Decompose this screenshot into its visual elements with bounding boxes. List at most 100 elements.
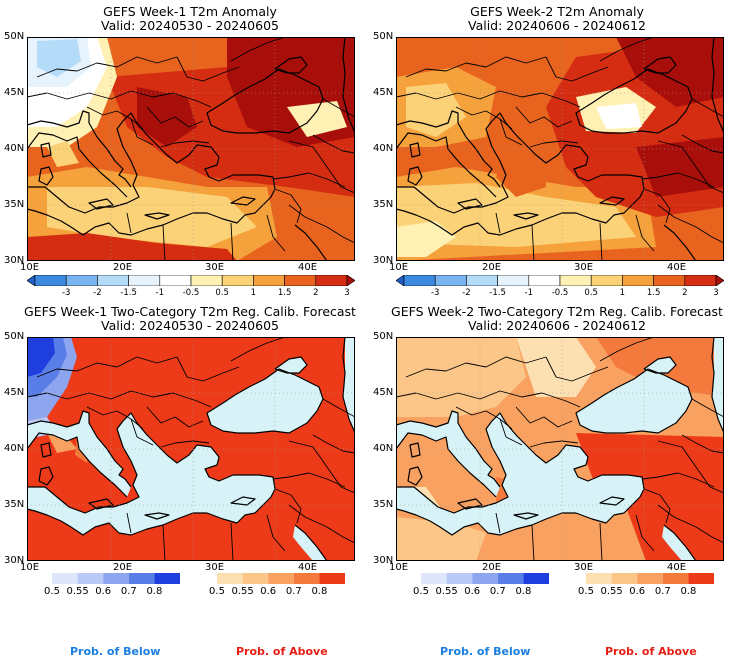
colorbar-tick-label: 0.5 xyxy=(209,586,225,597)
border-line xyxy=(681,434,724,454)
panel1-title-text: GEFS Week-1 T2m Anomaly xyxy=(103,4,277,19)
panel1-valid-text: Valid: 20240530 - 20240605 xyxy=(100,18,279,33)
map-frame xyxy=(396,37,724,261)
below-colorbar-week1 xyxy=(52,573,180,584)
lon-label: 30E xyxy=(205,262,225,273)
coast-line xyxy=(407,466,423,486)
colorbar-tick-label: 0.5 xyxy=(584,288,598,298)
lat-label: 50N xyxy=(4,31,25,42)
coast-line xyxy=(230,196,256,206)
above-colorbar-week2 xyxy=(586,573,714,584)
coast-line xyxy=(457,198,483,210)
coast-line xyxy=(27,110,132,188)
anomaly-region xyxy=(596,103,642,129)
border-line xyxy=(266,514,286,552)
panel4-title: GEFS Week-2 Two-Category T2m Reg. Calib.… xyxy=(372,305,740,333)
border-line xyxy=(635,214,655,252)
border-line xyxy=(126,212,132,234)
colorbar-swatch xyxy=(403,275,436,286)
colorbar-swatch xyxy=(253,275,285,286)
lon-label: 40E xyxy=(298,562,318,573)
coast-line xyxy=(575,368,693,434)
country-borders xyxy=(396,337,724,561)
lon-label: 20E xyxy=(482,262,502,273)
lon-label: 30E xyxy=(574,262,594,273)
colorbar-tick-label: 0.6 xyxy=(260,586,277,597)
colorbar-tick-label: 0.5 xyxy=(44,586,60,597)
colorbar-swatch xyxy=(217,573,243,584)
coast-line xyxy=(144,512,170,520)
lon-label: 40E xyxy=(298,262,318,273)
coast-line xyxy=(513,212,539,220)
anomaly-region xyxy=(616,37,724,107)
colorbar-tick-label: 3 xyxy=(344,288,350,298)
border-line xyxy=(162,224,166,261)
sea-shape xyxy=(644,357,676,373)
panel2-title-text: GEFS Week-2 T2m Anomaly xyxy=(470,4,644,19)
lat-label: 35N xyxy=(373,499,394,510)
border-line xyxy=(531,224,535,261)
colorbar-tick-label: -3 xyxy=(430,288,440,298)
lat-label: 40N xyxy=(4,443,25,454)
lat-label: 50N xyxy=(4,331,25,342)
colorbar-tick-label: 2 xyxy=(682,288,688,298)
border-line xyxy=(681,134,724,154)
border-line xyxy=(529,140,579,148)
coast-line xyxy=(27,410,132,488)
colorbar-swatch xyxy=(190,275,223,286)
colorbar-swatch xyxy=(559,275,592,286)
above-region xyxy=(576,433,724,561)
border-line xyxy=(312,134,355,154)
colorbar-tick-label: 0.8 xyxy=(515,586,532,597)
coast-line xyxy=(27,132,128,198)
colorbar-tick-label: 0.6 xyxy=(464,586,481,597)
below-region xyxy=(27,337,55,377)
border-line xyxy=(405,56,547,78)
anomaly-colorbar-week1 xyxy=(27,275,355,286)
colorbar-swatch xyxy=(523,573,549,584)
coast-line xyxy=(38,466,54,486)
border-line xyxy=(230,522,234,561)
border-line xyxy=(288,204,355,244)
lat-label: 30N xyxy=(373,255,394,266)
border-line xyxy=(274,488,302,524)
sea-shape xyxy=(27,413,275,535)
colorbar-low-triangle xyxy=(27,275,36,286)
border-line xyxy=(515,406,573,428)
sea-shape xyxy=(396,411,500,497)
lon-label: 10E xyxy=(389,262,409,273)
colorbar-swatch xyxy=(472,573,498,584)
border-line xyxy=(272,472,346,488)
anomaly-colorbar-week2 xyxy=(396,275,724,286)
border-line xyxy=(635,514,655,552)
colorbar-tick-label: -1.5 xyxy=(120,288,137,298)
colorbar-swatch xyxy=(128,573,155,584)
border-line xyxy=(599,37,655,62)
border-line xyxy=(657,504,724,544)
coast-line xyxy=(396,110,501,188)
border-line xyxy=(455,106,513,130)
border-line xyxy=(230,337,286,362)
colorbar-tick-label: 1 xyxy=(619,288,626,298)
colorbar-tick-label: -2 xyxy=(93,288,102,298)
panel4-title-text: GEFS Week-2 Two-Category T2m Reg. Calib.… xyxy=(391,304,723,319)
coast-line xyxy=(294,524,328,561)
colorbar-tick-label: 0.7 xyxy=(654,586,671,597)
sea-area xyxy=(396,337,724,561)
lon-label: 40E xyxy=(667,562,687,573)
lon-label: 20E xyxy=(113,262,133,273)
coast-line xyxy=(711,337,724,434)
sea-area xyxy=(27,337,355,561)
lat-label: 40N xyxy=(4,143,25,154)
lat-label: 45N xyxy=(373,387,394,398)
colorbar-swatch xyxy=(466,275,498,286)
colorbar-tick-label: -1.5 xyxy=(489,288,506,298)
colorbar-swatch xyxy=(684,275,717,286)
map-fill xyxy=(27,37,355,261)
colorbar-swatch xyxy=(284,275,317,286)
coast-line xyxy=(513,512,539,520)
border-line xyxy=(495,212,501,234)
border-line xyxy=(515,106,573,128)
border-line xyxy=(230,37,286,62)
border-line xyxy=(288,504,355,544)
